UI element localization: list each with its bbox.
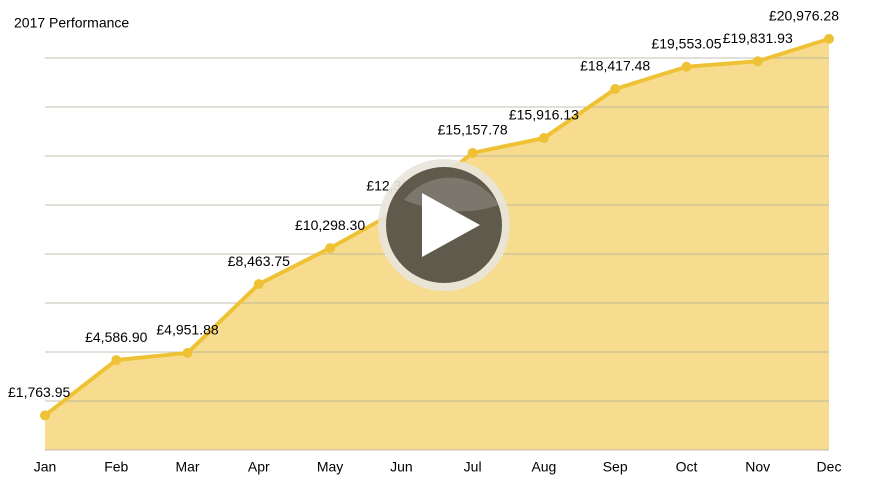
data-point (610, 84, 621, 95)
chart-title: 2017 Performance (14, 15, 129, 31)
x-tick-label: May (317, 459, 343, 475)
x-tick-label: Sep (603, 459, 628, 475)
data-point (111, 355, 122, 366)
play-button[interactable] (378, 159, 510, 291)
x-tick-label: Apr (248, 459, 270, 475)
value-label: £4,951.88 (156, 322, 218, 338)
value-label: £18,417.48 (580, 58, 650, 74)
x-tick-label: Jul (464, 459, 482, 475)
x-tick-label: Aug (531, 459, 556, 475)
value-label: £19,553.05 (651, 35, 721, 51)
play-icon (422, 193, 480, 257)
data-point (467, 147, 478, 158)
data-point (681, 61, 692, 72)
value-label: £1,763.95 (8, 384, 70, 400)
data-point (40, 410, 50, 421)
value-label: £19,831.93 (723, 30, 793, 46)
data-point (824, 33, 834, 44)
value-label: £8,463.75 (228, 253, 290, 269)
x-tick-label: Dec (817, 459, 842, 475)
x-tick-label: Jan (34, 459, 57, 475)
x-tick-label: Nov (745, 459, 770, 475)
data-point (253, 279, 264, 290)
labels: £1,763.95 Jan £4,586.90 Feb £4,951.88 Mar £8,4… (8, 8, 841, 475)
data-point (752, 56, 763, 67)
x-tick-label: Jun (390, 459, 413, 475)
x-tick-label: Feb (104, 459, 128, 475)
value-label: £10,298.30 (295, 217, 365, 233)
value-label: £15,916.13 (509, 107, 579, 123)
data-point (325, 243, 336, 254)
value-label: £4,586.90 (85, 329, 147, 345)
value-label: £20,976.28 (769, 8, 839, 24)
x-tick-label: Mar (175, 459, 199, 475)
data-point (538, 133, 549, 144)
data-point (182, 347, 193, 358)
value-label: £15,157.78 (438, 122, 508, 138)
x-tick-label: Oct (676, 459, 698, 475)
